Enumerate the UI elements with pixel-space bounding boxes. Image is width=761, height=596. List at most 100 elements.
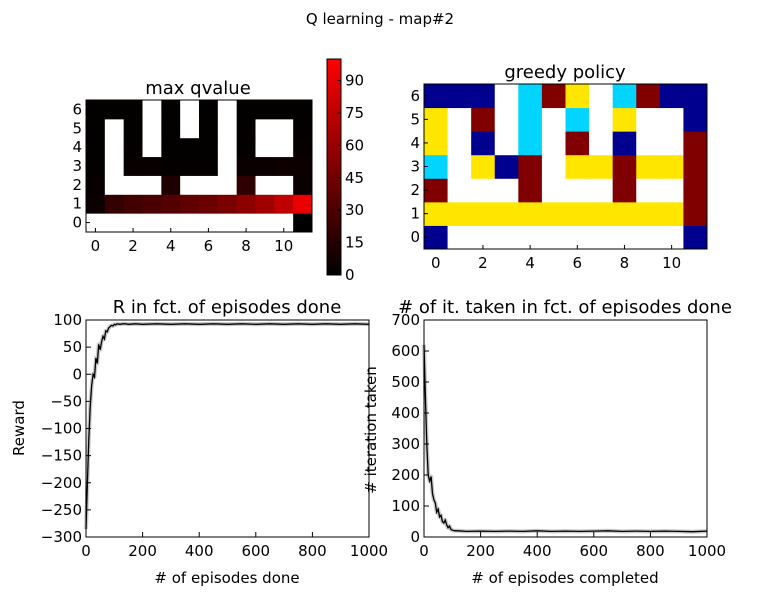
qvalue-cell xyxy=(199,156,219,176)
policy-cell xyxy=(683,84,708,109)
qvalue-cell xyxy=(274,118,294,139)
policy-ytick-label: 4 xyxy=(410,134,420,152)
iterations-xtick-label: 800 xyxy=(636,542,665,560)
qvalue-cell xyxy=(86,100,106,120)
qvalue-xtick-label: 4 xyxy=(166,237,176,255)
policy-cell xyxy=(541,84,566,109)
reward-ylabel: Reward xyxy=(10,400,28,456)
iterations-xtick-label: 400 xyxy=(523,542,552,560)
colorbar-tick-label: 60 xyxy=(345,136,364,154)
iterations-ytick-label: 0 xyxy=(410,528,420,546)
policy-cell xyxy=(565,131,590,156)
policy-cell xyxy=(471,131,496,156)
qvalue-cell xyxy=(161,118,181,139)
policy-cell xyxy=(636,107,661,132)
qvalue-xtick-label: 6 xyxy=(204,237,214,255)
qvalue-cell xyxy=(86,213,106,233)
qvalue-cell xyxy=(199,137,219,158)
policy-cell xyxy=(683,131,708,156)
qvalue-cell xyxy=(293,194,313,214)
reward-ytick-label: 0 xyxy=(72,365,82,383)
colorbar-tick-label: 90 xyxy=(345,72,364,90)
reward-frame xyxy=(85,319,370,538)
qvalue-cell xyxy=(142,100,162,120)
qvalue-cell xyxy=(255,137,275,158)
qvalue-xtick-label: 2 xyxy=(128,237,138,255)
policy-cell xyxy=(541,178,566,203)
qvalue-cell xyxy=(255,118,275,139)
policy-cell xyxy=(683,107,708,132)
policy-cell xyxy=(518,131,543,156)
qvalue-cell xyxy=(142,118,162,139)
policy-cell xyxy=(565,178,590,203)
qvalue-ytick-label: 2 xyxy=(72,176,82,194)
qvalue-cell xyxy=(293,118,313,139)
qvalue-cell xyxy=(180,118,200,139)
qvalue-cell xyxy=(236,156,256,176)
qvalue-cell xyxy=(199,175,219,195)
qvalue-ytick-label: 5 xyxy=(72,119,82,137)
policy-ytick-label: 3 xyxy=(410,158,420,176)
iterations-line xyxy=(423,344,708,533)
policy-cell xyxy=(494,107,519,132)
policy-cell xyxy=(518,154,543,179)
qvalue-cell xyxy=(255,175,275,195)
qvalue-cell xyxy=(293,137,313,158)
qvalue-cell xyxy=(293,175,313,195)
iterations-xlabel: # of episodes completed xyxy=(471,569,658,587)
iterations-band xyxy=(422,344,708,534)
qvalue-cell xyxy=(142,137,162,158)
qvalue-ytick-label: 1 xyxy=(72,195,82,213)
policy-cell xyxy=(447,201,472,226)
qvalue-cell xyxy=(217,156,238,176)
policy-cell xyxy=(518,84,543,109)
reward-title: R in fct. of episodes done xyxy=(113,297,342,318)
policy-cell xyxy=(471,178,496,203)
qvalue-cell xyxy=(255,213,275,233)
qvalue-cell xyxy=(236,213,256,233)
policy-cell xyxy=(447,225,472,250)
qvalue-ytick-label: 6 xyxy=(72,100,82,118)
policy-cell xyxy=(447,154,472,179)
policy-cell xyxy=(541,154,566,179)
policy-cell xyxy=(589,178,614,203)
qvalue-xtick-label: 0 xyxy=(91,237,101,255)
policy-cell xyxy=(518,107,543,132)
policy-xtick-label: 4 xyxy=(525,254,535,272)
policy-cell xyxy=(659,201,684,226)
qvalue-cell xyxy=(104,194,125,214)
qvalue-xtick-label: 10 xyxy=(274,237,293,255)
iterations-xtick-label: 600 xyxy=(579,542,608,560)
qvalue-ytick-label: 0 xyxy=(72,214,82,232)
qvalue-cell xyxy=(274,175,294,195)
reward-xtick-label: 1000 xyxy=(350,542,388,560)
policy-cell xyxy=(589,131,614,156)
policy-xtick-label: 8 xyxy=(620,254,630,272)
policy-cell xyxy=(471,154,496,179)
policy-ytick-label: 5 xyxy=(410,110,420,128)
qvalue-cell xyxy=(142,175,162,195)
policy-cell xyxy=(424,178,449,203)
colorbar-tick-label: 0 xyxy=(345,266,355,284)
qvalue-cell xyxy=(123,194,143,214)
policy-cell xyxy=(494,154,519,179)
policy-cell xyxy=(636,84,661,109)
policy-cell xyxy=(589,107,614,132)
reward-xtick-label: 800 xyxy=(298,542,327,560)
policy-yticks: 0 1 2 3 4 5 6 xyxy=(410,87,428,246)
qvalue-cell xyxy=(180,100,200,120)
reward-xtick-label: 600 xyxy=(241,542,270,560)
qvalue-cell xyxy=(104,156,125,176)
colorbar: 0 15 30 45 60 75 90 xyxy=(326,58,364,284)
policy-cell xyxy=(424,201,449,226)
iterations-xtick-label: 200 xyxy=(466,542,495,560)
iterations-xticks: 0 200 400 600 800 1000 xyxy=(419,532,726,560)
policy-xtick-label: 10 xyxy=(662,254,681,272)
qvalue-cell xyxy=(274,194,294,214)
policy-ytick-label: 2 xyxy=(410,181,420,199)
policy-cell xyxy=(494,84,519,109)
policy-xtick-label: 2 xyxy=(478,254,488,272)
iterations-xtick-label: 1000 xyxy=(688,542,726,560)
